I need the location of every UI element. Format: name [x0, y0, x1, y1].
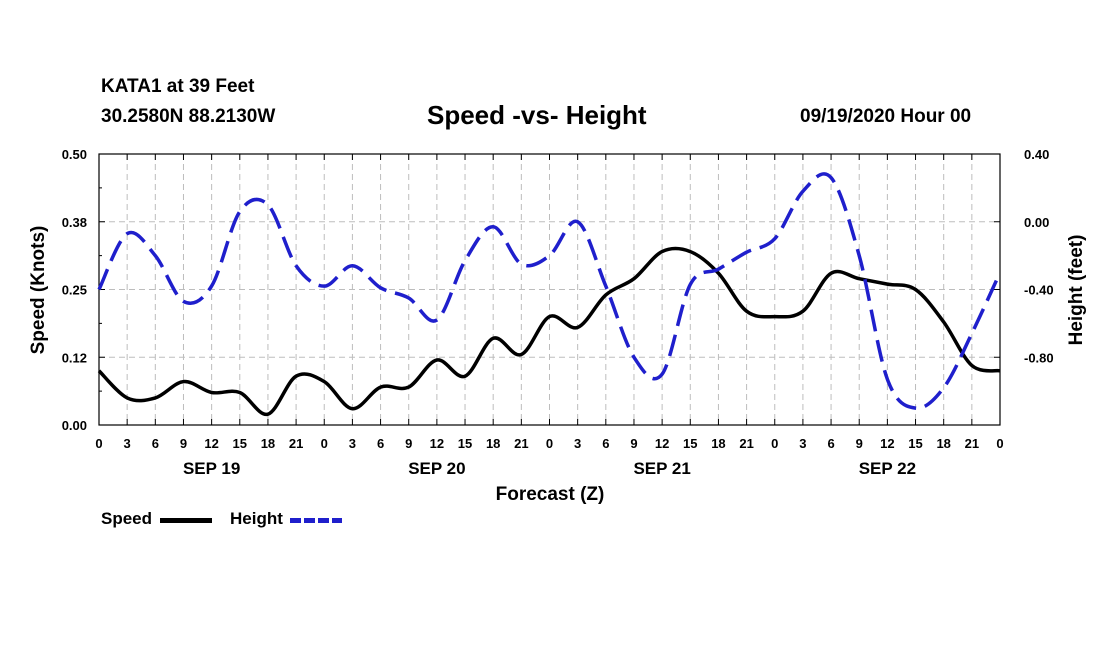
x-tick-label: 15 [683, 436, 697, 451]
date-label: SEP 19 [183, 459, 240, 478]
x-tick-label: 0 [771, 436, 778, 451]
x-tick-label: 6 [602, 436, 609, 451]
x-tick-label: 15 [458, 436, 472, 451]
x-tick-label: 3 [799, 436, 806, 451]
x-tick-label: 9 [180, 436, 187, 451]
x-tick-label: 12 [655, 436, 669, 451]
y-tick-label-right: 0.40 [1024, 147, 1049, 162]
legend-height-label: Height [230, 509, 283, 528]
x-tick-label: 21 [965, 436, 979, 451]
x-tick-label: 18 [261, 436, 275, 451]
date-label: SEP 21 [633, 459, 690, 478]
y-tick-label-left: 0.38 [62, 215, 87, 230]
y-tick-label-right: -0.80 [1024, 350, 1054, 365]
station-name: KATA1 at 39 Feet [101, 76, 255, 97]
x-tick-label: 12 [880, 436, 894, 451]
x-tick-label: 18 [936, 436, 950, 451]
x-tick-label: 12 [204, 436, 218, 451]
y-axis-title-right: Height (feet) [1066, 235, 1087, 346]
series-layer [97, 172, 1002, 416]
x-tick-label: 18 [711, 436, 725, 451]
x-tick-label: 0 [321, 436, 328, 451]
series-line-height [97, 172, 1002, 410]
x-tick-label: 15 [908, 436, 922, 451]
x-tick-label: 0 [546, 436, 553, 451]
y-axis-title-left: Speed (Knots) [28, 226, 49, 355]
x-tick-label: 6 [827, 436, 834, 451]
y-tick-label-right: 0.00 [1024, 215, 1049, 230]
tick-layer: 0 3 6 9 12 15 18 21 0 3 6 9 12 15 18 21 0 3 6 9 12 15 18 21 0 3 6 9… [62, 147, 1054, 478]
forecast-date: 09/19/2020 Hour 00 [800, 106, 972, 127]
x-tick-label: 0 [996, 436, 1003, 451]
x-tick-label: 3 [349, 436, 356, 451]
x-tick-label: 6 [152, 436, 159, 451]
x-tick-label: 21 [739, 436, 753, 451]
x-tick-label: 3 [574, 436, 581, 451]
legend-speed-swatch [160, 518, 212, 523]
legend-height-swatch [290, 518, 342, 523]
date-label: SEP 20 [408, 459, 465, 478]
x-tick-label: 21 [514, 436, 528, 451]
x-tick-label: 3 [124, 436, 131, 451]
legend-speed-label: Speed [101, 509, 153, 528]
grid-layer [99, 154, 1000, 425]
y-tick-label-left: 0.00 [62, 418, 87, 433]
y-tick-label-left: 0.50 [62, 147, 87, 162]
x-axis-title: Forecast (Z) [496, 484, 605, 505]
station-coordinates: 30.2580N 88.2130W [101, 106, 276, 127]
x-tick-label: 12 [430, 436, 444, 451]
y-tick-label-left: 0.25 [62, 283, 87, 298]
x-tick-label: 0 [95, 436, 102, 451]
x-tick-label: 21 [289, 436, 303, 451]
y-tick-label-right: -0.40 [1024, 283, 1054, 298]
x-tick-label: 9 [405, 436, 412, 451]
y-tick-label-left: 0.12 [62, 350, 87, 365]
x-tick-label: 18 [486, 436, 500, 451]
date-label: SEP 22 [859, 459, 916, 478]
x-tick-label: 9 [630, 436, 637, 451]
x-tick-label: 6 [377, 436, 384, 451]
chart-title: Speed -vs- Height [427, 100, 647, 130]
x-tick-label: 15 [233, 436, 247, 451]
series-line-speed [97, 246, 1001, 416]
x-tick-label: 9 [856, 436, 863, 451]
